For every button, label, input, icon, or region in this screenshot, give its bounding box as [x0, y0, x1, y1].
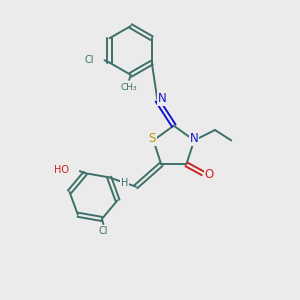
Text: CH₃: CH₃: [121, 83, 137, 92]
Text: Cl: Cl: [85, 55, 94, 65]
Text: O: O: [205, 168, 214, 181]
Text: N: N: [190, 132, 199, 146]
Text: S: S: [148, 132, 156, 146]
Text: H: H: [121, 178, 128, 188]
Text: N: N: [158, 92, 166, 105]
Text: Cl: Cl: [99, 226, 108, 236]
Text: HO: HO: [53, 165, 68, 175]
